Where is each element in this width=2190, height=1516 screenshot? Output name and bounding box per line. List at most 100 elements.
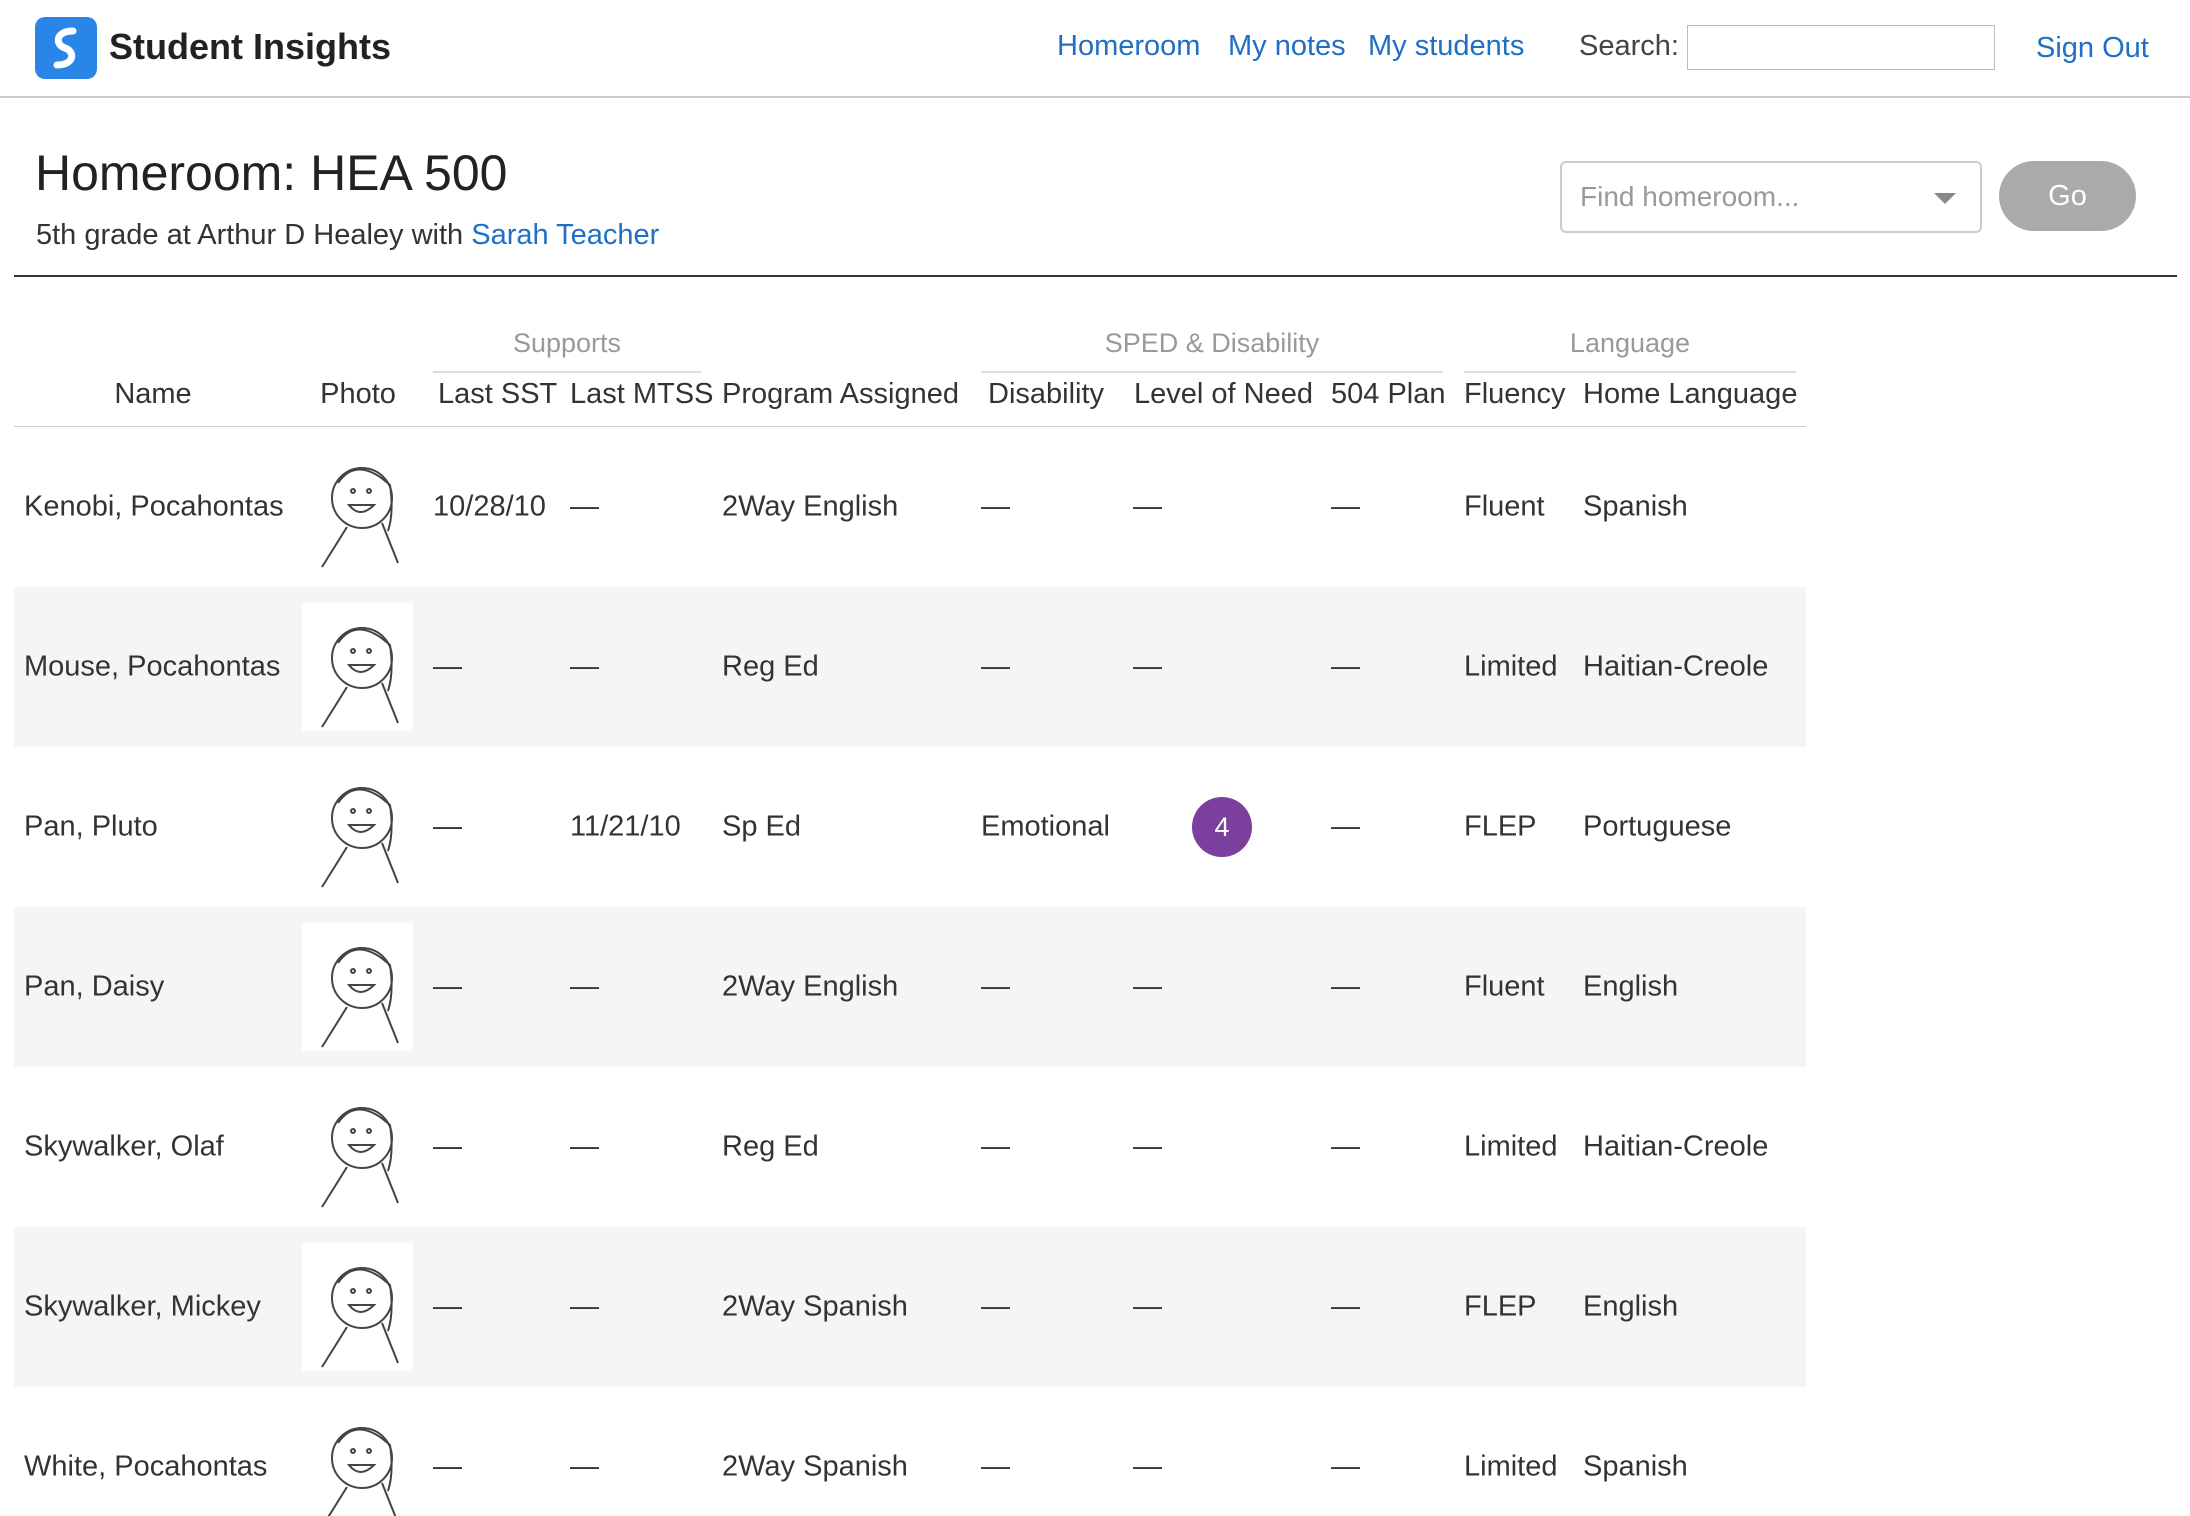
column-header: Fluency [1464,378,1566,410]
cell: — [570,1130,599,1163]
cell: — [1331,1450,1360,1483]
cell: — [433,1450,462,1483]
select-placeholder: Find homeroom... [1580,181,1800,212]
cell: — [1133,1290,1162,1323]
cell: Skywalker, Olaf [24,1130,224,1163]
subtitle: 5th grade at Arthur D Healey with Sarah … [36,219,659,252]
column-header: Last SST [438,378,558,410]
cell: — [570,1290,599,1323]
group-header: Supports [512,328,622,358]
cell: Emotional [981,810,1110,843]
teacher-link[interactable]: Sarah Teacher [471,219,660,251]
cell: Haitian-Creole [1583,1130,1769,1163]
logo[interactable] [35,17,97,79]
cell: — [981,1130,1010,1163]
cell: Pan, Daisy [24,970,165,1003]
homeroom-select[interactable]: Find homeroom... [1560,161,1982,233]
column-header: Last MTSS [570,378,714,410]
cell: — [1133,650,1162,683]
table-row[interactable]: Skywalker, Olaf — — Reg Ed — — — Limited Haitian… [14,1067,1806,1227]
cell: FLEP [1464,810,1537,843]
cell: 2Way Spanish [722,1450,908,1483]
cell: — [1331,1290,1360,1323]
cell: Reg Ed [722,1130,819,1163]
cell: — [1331,650,1360,683]
column-header: Photo [320,378,396,410]
cell: Fluent [1464,490,1545,523]
cell: Limited [1464,650,1558,683]
cell: English [1583,1290,1679,1323]
cell: — [570,490,599,523]
cell: — [1133,970,1162,1003]
cell: Portuguese [1583,810,1732,843]
cell: — [570,650,599,683]
group-header: Language [1569,328,1691,358]
cell: 2Way Spanish [722,1290,908,1323]
table-row[interactable]: Skywalker, Mickey — — 2Way Spanish — — — FLEP En… [14,1227,1806,1387]
cell: 10/28/10 [433,490,546,523]
column-header: Disability [988,378,1105,410]
level-of-need-badge: 4 [1192,797,1252,857]
cell: White, Pocahontas [24,1450,268,1483]
cell: FLEP [1464,1290,1537,1323]
cell: Mouse, Pocahontas [24,650,281,683]
table-row[interactable]: Kenobi, Pocahontas 10/28/10 — 2Way English —… [14,427,1806,587]
column-header: Level of Need [1134,378,1313,410]
group-underline [1464,371,1796,373]
cell: — [1331,970,1360,1003]
column-header: 504 Plan [1331,378,1446,410]
cell: 2Way English [722,970,899,1003]
nav-link[interactable]: My notes [1228,30,1346,62]
go-button[interactable]: Go [1999,161,2136,231]
student-photo [302,923,413,1051]
cell: — [981,1290,1010,1323]
cell: Pan, Pluto [24,810,158,843]
nav-link[interactable]: My students [1368,30,1525,62]
column-header: Name [114,378,192,410]
group-header: SPED & Disability [1104,328,1320,358]
cell: Spanish [1583,490,1688,523]
cell: English [1583,970,1679,1003]
cell: — [570,1450,599,1483]
cell: — [981,650,1010,683]
cell: Spanish [1583,1450,1688,1483]
cell: — [1331,810,1360,843]
subtitle-text: 5th grade at Arthur D Healey with [36,219,464,251]
cell: — [433,970,462,1003]
student-photo [302,603,413,731]
cell: — [1133,1130,1162,1163]
cell: — [433,1290,462,1323]
cell: — [570,970,599,1003]
search-label: Search: [1579,30,1679,62]
group-underline [981,371,1443,373]
cell: — [1133,490,1162,523]
cell: Limited [1464,1450,1558,1483]
cell: Limited [1464,1130,1558,1163]
page-title: Homeroom: HEA 500 [35,145,508,201]
cell: — [981,970,1010,1003]
student-photo [302,763,413,891]
table-row[interactable]: White, Pocahontas — — 2Way Spanish — — — Limite… [14,1387,1806,1516]
table-row[interactable]: Pan, Daisy — — 2Way English — — — Fluent English [14,907,1806,1067]
divider [14,275,2177,277]
nav-link[interactable]: Homeroom [1057,30,1201,62]
cell: Haitian-Creole [1583,650,1769,683]
brand[interactable]: Student Insights [109,26,391,67]
cell: — [981,1450,1010,1483]
table-row[interactable]: Pan, Pluto — 11/21/10 Sp Ed Emotional 4 — FLEP P… [14,747,1806,907]
column-header: Home Language [1583,378,1798,410]
column-header: Program Assigned [722,378,959,410]
cell: Sp Ed [722,810,801,843]
cell: — [433,1130,462,1163]
student-photo [302,1403,413,1516]
sign-out[interactable]: Sign Out [2036,32,2149,64]
cell: Fluent [1464,970,1545,1003]
cell: — [981,490,1010,523]
cell: — [433,650,462,683]
table-row[interactable]: Mouse, Pocahontas — — Reg Ed — — — Limited Haiti… [14,587,1806,747]
group-underline [433,371,701,373]
search-input[interactable] [1687,25,1995,70]
student-photo [302,1243,413,1371]
cell: — [1133,1450,1162,1483]
